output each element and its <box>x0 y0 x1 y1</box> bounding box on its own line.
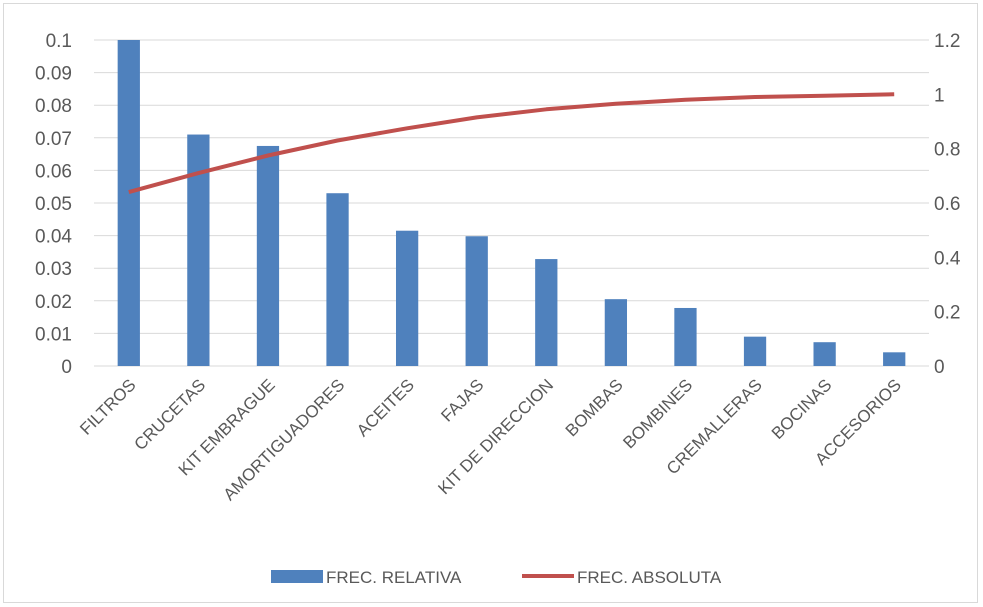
left-tick-label: 0.1 <box>46 31 72 52</box>
right-tick-label: 0.8 <box>934 140 960 161</box>
category-label: FAJAS <box>437 375 487 425</box>
left-tick-label: 0.05 <box>35 194 72 215</box>
bar <box>117 40 140 366</box>
left-tick-label: 0.03 <box>35 259 72 280</box>
gridlines <box>94 39 929 367</box>
bar <box>674 307 697 366</box>
legend-label-bar: FREC. RELATIVA <box>326 568 462 587</box>
bar <box>604 299 628 366</box>
category-label: BOMBAS <box>562 375 627 440</box>
right-tick-label: 0.6 <box>934 194 960 215</box>
category-label: ACEITES <box>353 375 418 440</box>
category-label: FILTROS <box>76 375 139 438</box>
right-tick-label: 0.2 <box>934 303 960 324</box>
right-tick-label: 0 <box>934 357 945 378</box>
bar <box>326 193 349 366</box>
category-label: BOCINAS <box>768 375 836 443</box>
bar <box>883 352 906 366</box>
pareto-chart: 0 0.01 0.02 0.03 0.04 0.05 0.06 0.07 0.08 0.09 0.1… <box>35 31 961 587</box>
left-tick-label: 0.09 <box>35 64 72 85</box>
left-tick-label: 0.02 <box>35 292 72 313</box>
line-series <box>128 92 895 195</box>
bar <box>465 236 488 366</box>
left-axis-ticks: 0 0.01 0.02 0.03 0.04 0.05 0.06 0.07 0.08 0.09 0.1 <box>35 31 72 378</box>
chart-frame: 0 0.01 0.02 0.03 0.04 0.05 0.06 0.07 0.08 0.09 0.1… <box>3 3 978 603</box>
bar <box>256 145 280 366</box>
category-label: KIT DE DIRECCION <box>434 375 557 498</box>
left-tick-label: 0 <box>61 357 72 378</box>
bars <box>117 40 906 366</box>
left-tick-label: 0.01 <box>35 324 72 345</box>
bar <box>743 336 767 366</box>
category-label: BOMBINES <box>619 375 696 452</box>
legend-swatch-bar <box>271 570 323 583</box>
line-path <box>128 92 895 195</box>
right-tick-label: 1 <box>934 85 945 106</box>
left-tick-label: 0.08 <box>35 96 72 117</box>
bar <box>813 342 836 366</box>
bar <box>395 230 419 366</box>
category-label: AMORTIGUADORES <box>220 375 349 504</box>
left-tick-label: 0.04 <box>35 227 72 248</box>
legend-label-line: FREC. ABSOLUTA <box>577 568 722 587</box>
bar <box>187 134 210 366</box>
right-axis-ticks: 0 0.2 0.4 0.6 0.8 1 1.2 <box>934 31 961 378</box>
bar <box>535 259 558 366</box>
right-tick-label: 1.2 <box>934 31 960 52</box>
legend: FREC. RELATIVA FREC. ABSOLUTA <box>271 568 722 587</box>
left-tick-label: 0.07 <box>35 129 72 150</box>
left-tick-label: 0.06 <box>35 161 72 182</box>
right-tick-label: 0.4 <box>934 248 961 269</box>
